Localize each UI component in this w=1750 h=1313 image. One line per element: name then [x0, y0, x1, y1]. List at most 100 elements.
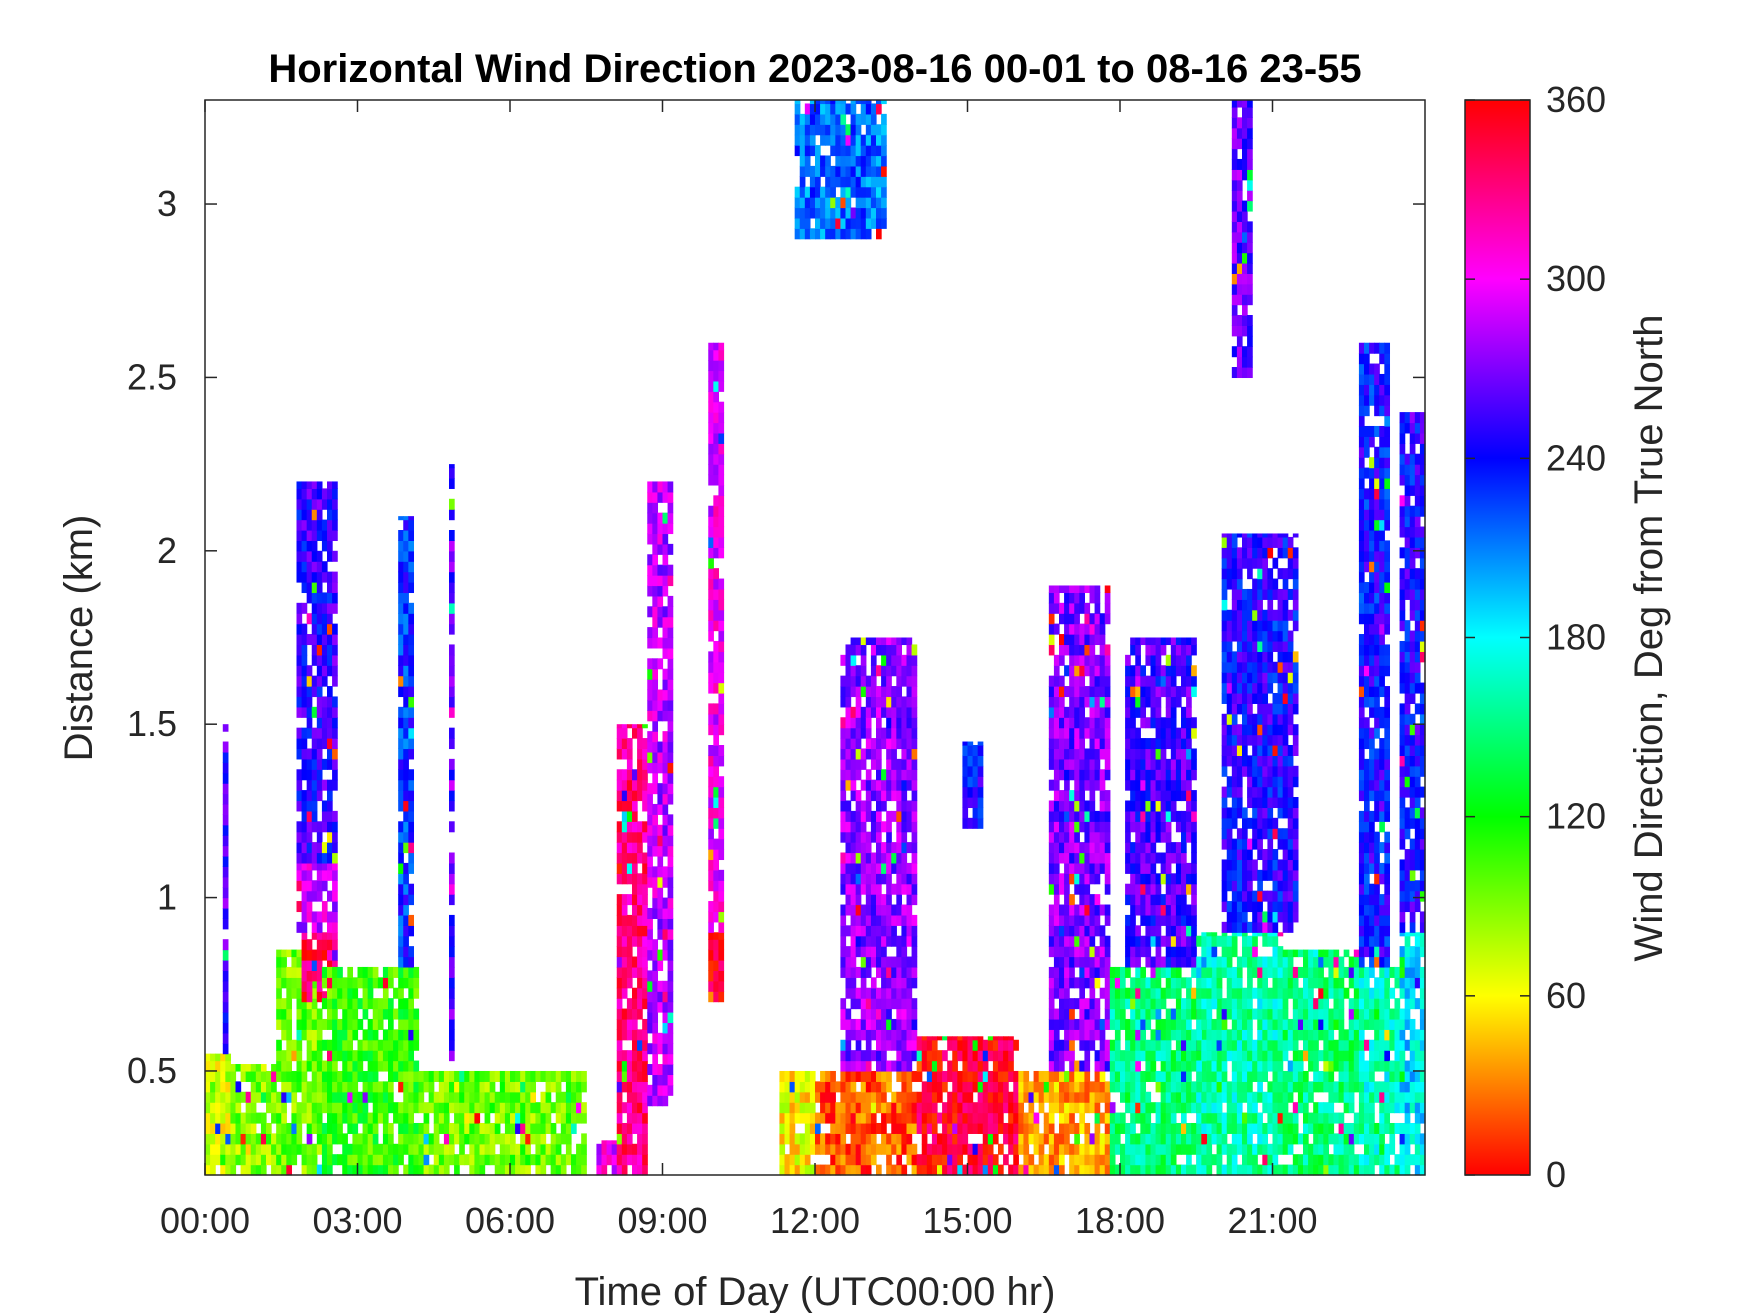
heatmap-cell [515, 1122, 521, 1134]
heatmap-cell [413, 1091, 420, 1103]
heatmap-cell [210, 1112, 216, 1124]
heatmap-cell [1130, 1039, 1136, 1051]
heatmap-cell [1140, 790, 1147, 802]
heatmap-cell [316, 991, 323, 1003]
heatmap-cell [1003, 1070, 1009, 1082]
heatmap-cell [347, 1154, 354, 1166]
heatmap-cell [1074, 1164, 1080, 1176]
heatmap-cell [1074, 1018, 1080, 1030]
heatmap-cell [718, 422, 725, 434]
heatmap-cell [708, 776, 714, 788]
heatmap-cell [1033, 1143, 1040, 1155]
heatmap-cell [1069, 1070, 1075, 1082]
heatmap-cell [708, 360, 714, 372]
heatmap-cell [337, 1091, 343, 1103]
heatmap-cell [255, 1112, 262, 1124]
heatmap-cell [230, 1133, 237, 1145]
heatmap-cell [545, 1091, 552, 1103]
heatmap-cell [642, 904, 648, 916]
heatmap-cell [403, 748, 409, 760]
heatmap-cell [820, 165, 826, 177]
heatmap-cell [1053, 769, 1060, 781]
heatmap-cell [830, 197, 836, 209]
heatmap-cell [860, 1081, 867, 1093]
heatmap-cell [222, 741, 229, 753]
heatmap-cell [347, 1122, 354, 1134]
heatmap-cell [408, 862, 415, 874]
heatmap-cell [621, 748, 628, 760]
heatmap-cell [525, 1133, 531, 1145]
heatmap-cell [865, 228, 872, 240]
heatmap-cell [1135, 644, 1141, 656]
heatmap-cell [637, 1164, 643, 1176]
heatmap-cell [799, 197, 806, 209]
heatmap-cell [1160, 998, 1167, 1010]
heatmap-cell [1074, 696, 1080, 708]
heatmap-cell [708, 380, 714, 392]
heatmap-cell [1145, 675, 1152, 687]
heatmap-cell [809, 1102, 816, 1114]
heatmap-cell [1125, 717, 1131, 729]
heatmap-cell [840, 217, 847, 229]
heatmap-cell [820, 1091, 826, 1103]
heatmap-cell [860, 831, 867, 843]
heatmap-cell [708, 599, 714, 611]
heatmap-cell [316, 634, 323, 646]
heatmap-cell [1079, 1112, 1086, 1124]
heatmap-cell [316, 779, 323, 791]
heatmap-cell [652, 720, 659, 732]
heatmap-cell [428, 1164, 435, 1176]
heatmap-cell [820, 100, 826, 105]
heatmap-cell [713, 859, 720, 871]
heatmap-cell [1018, 1091, 1025, 1103]
heatmap-cell [1099, 1018, 1106, 1030]
heatmap-cell [896, 717, 903, 729]
heatmap-cell [408, 914, 415, 926]
heatmap-cell [362, 1122, 369, 1134]
heatmap-cell [301, 748, 308, 760]
heatmap-cell [652, 481, 659, 493]
heatmap-cell [637, 1133, 643, 1145]
heatmap-cell [449, 862, 455, 874]
heatmap-cell [377, 1112, 384, 1124]
heatmap-cell [1023, 1133, 1030, 1145]
heatmap-cell [321, 623, 328, 635]
heatmap-cell [820, 1143, 826, 1155]
heatmap-cell [657, 637, 664, 649]
heatmap-cell [449, 966, 455, 978]
heatmap-cell [657, 1095, 664, 1107]
heatmap-cell [347, 987, 354, 999]
heatmap-cell [398, 1050, 404, 1062]
heatmap-cell [662, 1074, 669, 1086]
heatmap-cell [870, 956, 877, 968]
heatmap-cell [291, 1070, 298, 1082]
heatmap-cell [830, 100, 836, 105]
heatmap-cell [1114, 977, 1121, 989]
heatmap-cell [1135, 904, 1141, 916]
heatmap-cell [1079, 1018, 1086, 1030]
heatmap-cell [1196, 1081, 1202, 1093]
heatmap-cell [301, 810, 308, 822]
heatmap-cell [1165, 831, 1172, 843]
heatmap-cell [1099, 810, 1106, 822]
heatmap-cell [947, 1164, 953, 1176]
heatmap-cell [520, 1122, 526, 1134]
heatmap-cell [870, 1112, 877, 1124]
heatmap-cell [489, 1133, 496, 1145]
heatmap-cell [789, 1164, 796, 1176]
heatmap-cell [860, 852, 867, 864]
heatmap-cell [916, 1091, 923, 1103]
heatmap-cell [891, 769, 897, 781]
heatmap-cell [881, 1008, 887, 1020]
heatmap-cell [306, 939, 313, 951]
heatmap-cell [865, 769, 872, 781]
heatmap-cell [626, 1133, 633, 1145]
heatmap-cell [845, 1070, 852, 1082]
heatmap-cell [250, 1112, 257, 1124]
heatmap-cell [296, 1029, 303, 1041]
heatmap-cell [1145, 1112, 1152, 1124]
heatmap-cell [535, 1112, 542, 1124]
heatmap-cell [327, 810, 333, 822]
heatmap-cell [540, 1091, 547, 1103]
heatmap-cell [1130, 1050, 1136, 1062]
